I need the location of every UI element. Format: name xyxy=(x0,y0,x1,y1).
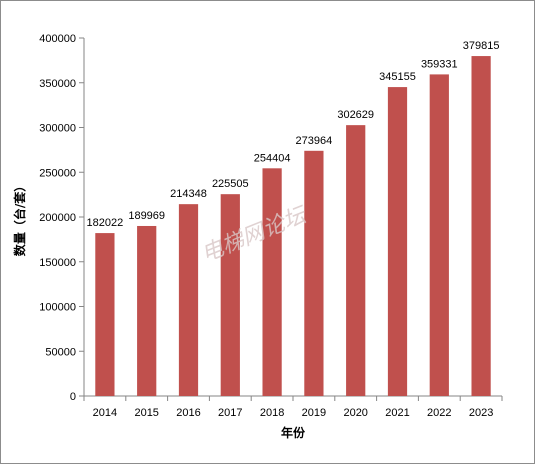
bar xyxy=(304,150,324,396)
x-tick-label: 2020 xyxy=(343,407,367,419)
bar xyxy=(262,168,282,396)
y-tick-label: 400000 xyxy=(39,33,76,45)
y-tick-label: 300000 xyxy=(39,123,76,135)
watermark: 电梯网论坛 xyxy=(198,202,311,267)
x-tick-label: 2016 xyxy=(176,407,200,419)
data-label: 254404 xyxy=(254,152,291,164)
data-label: 359331 xyxy=(421,58,458,70)
y-tick-label: 150000 xyxy=(39,257,76,269)
y-tick-label: 250000 xyxy=(39,167,76,179)
x-tick-label: 2017 xyxy=(218,407,242,419)
x-tick-label: 2023 xyxy=(469,407,493,419)
bar xyxy=(346,125,366,397)
x-tick-label: 2015 xyxy=(134,407,158,419)
x-axis: 2014 2015 2016 2017 2018 2019 2020 2021 2022 2023 xyxy=(83,395,503,419)
bar xyxy=(471,56,491,396)
y-tick-label: 0 xyxy=(70,391,76,403)
x-tick-label: 2019 xyxy=(302,407,326,419)
y-tick-label: 50000 xyxy=(45,346,76,358)
x-tick-label: 2018 xyxy=(260,407,284,419)
data-label: 214348 xyxy=(170,188,207,200)
y-tick-label: 350000 xyxy=(39,78,76,90)
data-label: 182022 xyxy=(87,217,124,229)
bar xyxy=(429,74,449,397)
bar xyxy=(220,194,240,396)
data-label: 273964 xyxy=(296,135,333,147)
data-label: 302629 xyxy=(337,109,374,121)
bar xyxy=(137,225,157,396)
x-tick-label: 2022 xyxy=(427,407,451,419)
x-axis-title: 年份 xyxy=(281,425,306,440)
x-tick-label: 2021 xyxy=(385,407,409,419)
bars xyxy=(95,56,491,397)
data-label: 225505 xyxy=(212,178,249,190)
y-axis-title: 数量（台/套） xyxy=(12,180,27,256)
y-axis: 0 50000 100000 150000 200000 250000 300000 3500… xyxy=(39,33,85,403)
data-label: 189969 xyxy=(128,210,165,222)
data-label: 379815 xyxy=(463,40,500,52)
x-tick-label: 2014 xyxy=(93,407,117,419)
bar xyxy=(95,233,115,396)
y-tick-label: 100000 xyxy=(39,302,76,314)
bar xyxy=(178,204,199,396)
data-label: 345155 xyxy=(379,71,416,83)
data-labels: 182022 189969 214348 225505 254404 273964 3026… xyxy=(87,40,500,229)
y-tick-label: 200000 xyxy=(39,212,76,224)
bar xyxy=(387,87,408,396)
